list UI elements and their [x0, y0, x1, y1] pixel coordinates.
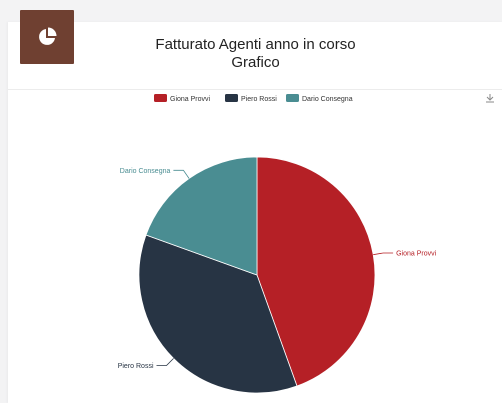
- slice-label-dario-consegna: Dario Consegna: [120, 168, 171, 175]
- legend-swatch-dario-consegna[interactable]: [286, 94, 299, 102]
- leader-line-piero-rossi: [156, 358, 174, 366]
- chart-card: Fatturato Agenti anno in corso Grafico G…: [8, 10, 502, 403]
- pie-chart-icon: [20, 10, 74, 64]
- chart-title-line1: Fatturato Agenti anno in corso: [155, 36, 356, 53]
- legend-label-piero-rossi[interactable]: Piero Rossi: [241, 96, 277, 103]
- legend-swatch-piero-rossi[interactable]: [225, 94, 238, 102]
- leader-line-giona-provvi: [373, 252, 394, 256]
- pie-slices: [138, 156, 376, 394]
- download-icon[interactable]: [485, 92, 496, 104]
- legend-label-dario-consegna[interactable]: Dario Consegna: [302, 96, 353, 103]
- chart-legend: Giona Provvi Piero Rossi Dario Consegna: [154, 94, 353, 103]
- slice-label-giona-provvi: Giona Provvi: [396, 251, 437, 258]
- legend-label-giona-provvi[interactable]: Giona Provvi: [170, 96, 211, 103]
- pie-slice-giona-provvi[interactable]: [256, 156, 376, 387]
- chart-title-line2: Grafico: [231, 54, 280, 71]
- slice-label-piero-rossi: Piero Rossi: [118, 363, 154, 370]
- legend-swatch-giona-provvi[interactable]: [154, 94, 167, 102]
- card-header: Fatturato Agenti anno in corso Grafico: [8, 10, 502, 90]
- chart-title: Fatturato Agenti anno in corso Grafico: [118, 36, 393, 72]
- pie-chart: Giona Provvi Piero Rossi Dario Consegna Gi…: [118, 92, 496, 394]
- leader-line-dario-consegna: [173, 169, 190, 179]
- slice-labels: Giona Provvi Piero Rossi Dario Consegna: [118, 168, 437, 370]
